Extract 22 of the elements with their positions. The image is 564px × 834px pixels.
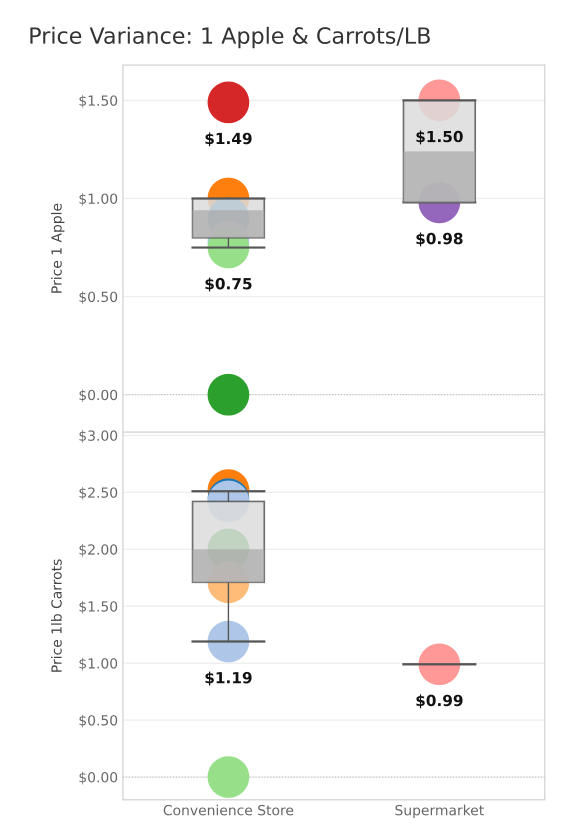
y-axis-title: Price 1 Apple: [51, 204, 64, 293]
x-tick-label: Supermarket: [395, 804, 484, 818]
y-tick-label: $1.00: [79, 193, 118, 206]
y-tick-label: $1.50: [79, 600, 118, 614]
y-tick-label: $3.00: [79, 430, 118, 443]
y-tick-label: $2.00: [79, 544, 118, 557]
y-tick-label: $0.50: [79, 714, 118, 728]
y-tick-label: $1.00: [79, 658, 118, 670]
y-tick-label: $0.50: [79, 291, 118, 304]
y-tick-label: $2.50: [79, 487, 118, 500]
data-label: $1.49: [205, 132, 252, 146]
y-tick-label: $0.00: [79, 389, 118, 402]
data-label: $0.99: [416, 694, 463, 708]
x-tick-label: Convenience Store: [164, 804, 294, 816]
data-label: $0.98: [416, 232, 463, 246]
y-tick-label: $1.50: [79, 95, 118, 108]
chart-title: Price Variance: 1 Apple & Carrots/LB: [30, 26, 430, 48]
data-label: $0.75: [205, 278, 252, 292]
data-label: $1.50: [416, 130, 463, 144]
y-axis-title: Price 1lb Carrots: [51, 559, 62, 672]
y-tick-label: $0.00: [79, 772, 118, 784]
data-label: $1.19: [205, 672, 252, 686]
